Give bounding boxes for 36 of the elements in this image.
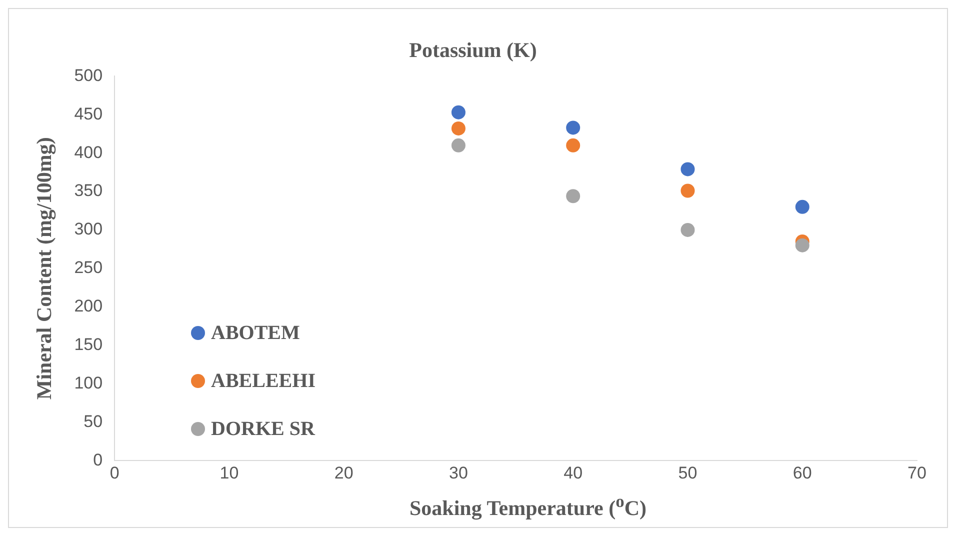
legend-label: ABELEEHI [211,370,316,392]
y-tick-label: 250 [74,258,103,278]
x-axis-title: Soaking Temperature ($^{o}$C) [408,491,648,521]
point [451,138,466,152]
x-tick-label: 0 [110,463,120,482]
y-tick-label: 0 [93,450,103,470]
point [795,200,810,214]
chart-title: Potassium (K) [409,38,537,62]
x-tick-label: 30 [449,463,468,482]
y-tick-label: 200 [74,296,103,316]
y-tick-label: 400 [74,142,103,162]
y-tick-label: 100 [74,373,103,392]
point [680,222,695,237]
x-tick-label: 60 [792,463,812,482]
y-axis-title: Mineral Content (mg/100mg) [32,137,56,400]
legend-label: DORKE SR [211,418,315,440]
point [451,105,466,120]
x-tick-label: 50 [678,463,698,482]
y-tick-label: 350 [74,181,103,200]
y-tick-label: 450 [74,104,103,124]
y-tick-label: 300 [74,220,103,239]
y-tick-label: 150 [74,334,103,354]
y-tick-label: 50 [84,412,103,431]
legend-label: ABOTEM [211,322,300,344]
point [795,238,810,252]
point [451,121,466,136]
x-tick-label: 70 [908,463,926,482]
x-tick-label: 40 [564,463,583,482]
point [566,138,580,152]
point [680,184,695,198]
point [566,189,580,204]
y-tick-label: 500 [74,66,103,85]
point [680,162,695,176]
point [566,120,580,135]
x-tick-label: 20 [334,463,354,482]
x-tick-label: 10 [220,463,239,482]
